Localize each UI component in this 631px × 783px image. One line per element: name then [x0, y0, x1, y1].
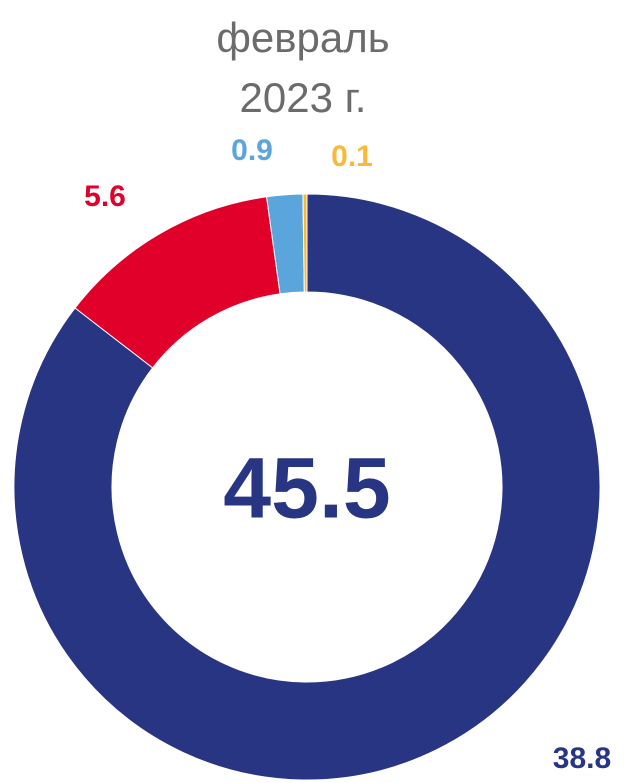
data-label: 5.6: [84, 180, 126, 213]
chart-title: февраль 2023 г.: [216, 14, 390, 121]
data-label: 38.8: [553, 742, 611, 775]
donut-slice: [13, 193, 601, 781]
total-label: 45.5: [223, 441, 390, 537]
data-label: 0.1: [331, 140, 373, 173]
donut-slice: [302, 193, 308, 293]
data-label: 0.9: [231, 134, 273, 167]
